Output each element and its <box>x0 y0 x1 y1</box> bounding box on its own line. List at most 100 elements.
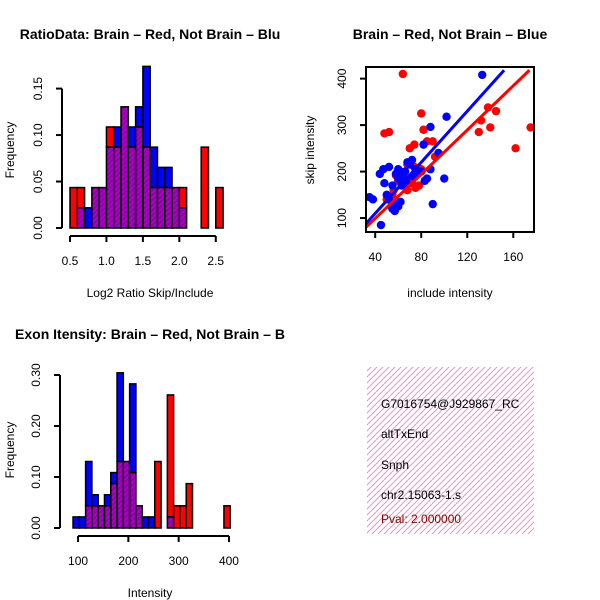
brain-bar <box>154 460 162 529</box>
x-tick-label: 2.0 <box>171 254 188 268</box>
brain-fit-line <box>366 69 531 229</box>
not-brain-point <box>442 112 451 121</box>
not-brain-point <box>400 167 410 176</box>
not-brain-point <box>419 140 428 149</box>
brain-bar <box>200 146 210 229</box>
not-brain-point <box>428 199 437 209</box>
overlap-bar <box>112 146 122 229</box>
x-tick-label: 300 <box>169 554 189 568</box>
overlap-bar <box>142 146 151 229</box>
not-brain-point <box>394 165 403 174</box>
y-tick-label: 200 <box>335 161 349 181</box>
not-brain-bar <box>116 372 125 463</box>
overlap-bar <box>91 505 99 529</box>
brain-point <box>411 183 420 193</box>
not-brain-bar <box>84 460 93 507</box>
not-brain-bar <box>142 65 151 148</box>
gene-name: Snph <box>381 458 409 472</box>
y-tick-label: 0.30 <box>29 363 43 387</box>
brain-bar <box>76 186 86 209</box>
brain-point <box>419 125 428 134</box>
not-brain-bar <box>103 493 112 507</box>
not-brain-point <box>375 169 385 179</box>
brain-point <box>526 123 534 132</box>
brain-bar <box>172 505 181 529</box>
overlap-bar <box>128 471 137 529</box>
not-brain-point <box>380 178 389 188</box>
overlap-bar <box>156 186 166 229</box>
x-tick-label: 400 <box>219 554 239 568</box>
x-tick-label: 40 <box>369 250 383 264</box>
brain-bar <box>185 482 194 529</box>
y-tick-label: 0.00 <box>29 516 43 540</box>
overlap-bar <box>91 186 100 229</box>
intensity-scatter: Brain – Red, Not Brain – Blue include in… <box>303 26 547 300</box>
y-tick-label: 0.10 <box>31 123 45 147</box>
not-brain-point <box>440 174 449 183</box>
not-brain-point <box>384 162 394 172</box>
overlap-bar <box>127 146 137 229</box>
y-tick-label: 400 <box>335 68 349 88</box>
brain-bar <box>166 394 175 518</box>
not-brain-bar <box>164 166 173 189</box>
y-tick-label: 0.15 <box>31 77 45 101</box>
intensity-histogram: Exon Itensity: Brain – Red, Not Brain – … <box>3 326 285 600</box>
overlap-bar <box>178 207 188 229</box>
ratio-histogram-ylabel: Frequency <box>3 122 17 179</box>
x-tick-label: 2.5 <box>207 254 224 268</box>
brain-bar <box>179 505 187 529</box>
brain-point <box>405 144 414 153</box>
y-tick-label: 0.20 <box>29 414 43 438</box>
not-brain-point <box>394 174 403 183</box>
overlap-bar <box>164 186 173 229</box>
ratio-histogram-xlabel: Log2 Ratio Skip/Include <box>87 286 214 300</box>
overlap-bar <box>103 505 112 529</box>
x-tick-label: 160 <box>503 250 523 264</box>
not-brain-bar <box>110 471 118 485</box>
y-tick-label: 0.00 <box>31 216 45 240</box>
overlap-bar <box>110 482 118 529</box>
brain-point <box>491 106 501 116</box>
p-value: Pval: 2.000000 <box>381 512 461 526</box>
brain-point <box>384 127 394 137</box>
x-tick-label: 80 <box>415 250 429 264</box>
y-tick-label: 300 <box>335 115 349 135</box>
x-tick-label: 200 <box>118 554 138 568</box>
brain-bar <box>178 186 188 209</box>
scatter-ylabel: skip intensity <box>303 116 317 185</box>
overlap-bar <box>166 516 175 529</box>
scatter-plot-area <box>366 69 534 230</box>
not-brain-point <box>426 122 435 132</box>
overlap-bar <box>149 186 159 229</box>
scatter-title: Brain – Red, Not Brain – Blue <box>353 26 548 42</box>
probe-id: G7016754@J929867_RC <box>381 397 520 411</box>
scatter-xlabel: include intensity <box>407 286 492 300</box>
not-brain-bar <box>128 383 137 474</box>
chromosome-location: chr2.15063-1.s <box>381 488 461 502</box>
brain-bar <box>215 186 224 229</box>
intensity-histogram-title: Exon Itensity: Brain – Red, Not Brain – … <box>15 326 285 342</box>
x-tick-label: 100 <box>68 554 88 568</box>
info-panel: G7016754@J929867_RC altTxEnd Snph chr2.1… <box>367 367 534 534</box>
brain-bar <box>223 505 231 529</box>
ratio-histogram-title: RatioData: Brain – Red, Not Brain – Blu <box>20 26 281 42</box>
overlap-bar <box>171 186 181 229</box>
x-tick-label: 1.5 <box>135 254 152 268</box>
not-brain-point <box>388 181 397 190</box>
overlap-bar <box>120 106 130 229</box>
info-panel-background <box>367 367 534 534</box>
overlap-bar <box>135 505 143 529</box>
not-brain-bar <box>156 166 166 189</box>
scatter-frame <box>365 66 535 233</box>
x-tick-label: 1.0 <box>98 254 115 268</box>
overlap-bar <box>97 505 106 529</box>
not-brain-point <box>396 197 405 206</box>
intensity-histogram-ylabel: Frequency <box>3 422 17 479</box>
y-tick-label: 100 <box>335 208 349 228</box>
brain-point <box>398 69 408 79</box>
brain-point <box>417 109 426 118</box>
not-brain-fit-line <box>366 69 506 225</box>
not-brain-bar <box>147 516 156 529</box>
brain-point <box>511 144 520 153</box>
overlap-bar <box>105 146 115 229</box>
